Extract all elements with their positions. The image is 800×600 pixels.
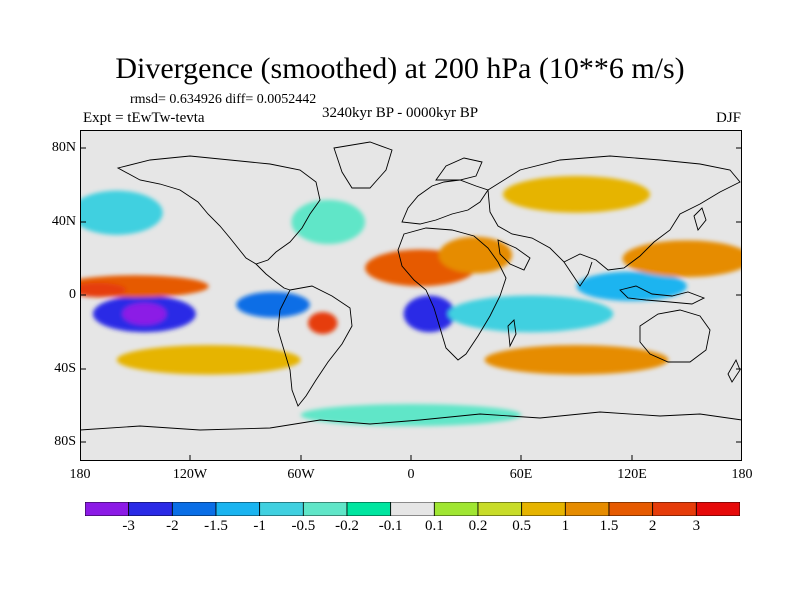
- coastline-australia: [639, 309, 711, 363]
- legend-swatch-4: [259, 502, 304, 516]
- field-central-pacific-low-core: [122, 302, 167, 325]
- legend-swatch-13: [652, 502, 697, 516]
- map-title: Divergence (smoothed) at 200 hPa (10**6 …: [115, 52, 685, 85]
- lon-label-60w: 60W: [287, 467, 315, 482]
- lat-label-0: 0: [69, 287, 76, 302]
- coastline-asia: [487, 155, 741, 271]
- coastline-madagascar: [507, 319, 517, 348]
- coastline-europe: [401, 179, 489, 225]
- field-antarctic-low: [300, 403, 522, 427]
- field-maritime-continent-low: [576, 271, 687, 302]
- legend-swatch-14: [695, 502, 740, 516]
- legend-label: 0.2: [468, 518, 488, 534]
- legend-label: -1.5: [204, 518, 228, 534]
- coastline-india: [563, 261, 593, 287]
- map-ticks: [80, 147, 742, 461]
- legend-label: 2: [648, 518, 657, 534]
- legend-swatch-2: [171, 502, 217, 516]
- legend-label: -1: [253, 518, 266, 534]
- lon-label-0: 0: [407, 467, 415, 482]
- color-legend: [85, 502, 740, 516]
- season-label: DJF: [715, 110, 741, 126]
- field-siberia-high: [502, 175, 651, 213]
- legend-swatch-8: [433, 502, 479, 516]
- coastline-north-america: [116, 155, 321, 265]
- field-eq-pacific-high-core: [80, 282, 126, 298]
- legend-swatch-9: [477, 502, 523, 516]
- field-southern-ocean-high: [116, 345, 301, 375]
- legend-swatch-1: [128, 502, 173, 516]
- stats-label: rmsd= 0.634926 diff= 0.0052442: [130, 92, 317, 107]
- legend-swatch-0: [85, 502, 130, 516]
- lat-label-40s: 40S: [54, 361, 76, 376]
- legend-swatch-11: [564, 502, 610, 516]
- coastline-south-america: [277, 285, 353, 407]
- coastline-arabia: [497, 239, 531, 271]
- legend-swatch-10: [521, 502, 566, 516]
- period-label: 3240kyr BP - 0000kyr BP: [322, 105, 479, 121]
- legend-label: -0.2: [335, 518, 359, 534]
- legend-swatch-3: [215, 502, 261, 516]
- legend-swatch-6: [346, 502, 392, 516]
- legend-swatch-7: [390, 502, 435, 516]
- lat-label-40n: 40N: [51, 214, 76, 229]
- field-arabian-high: [438, 236, 513, 274]
- lon-label-60e: 60E: [509, 467, 533, 482]
- field-indian-ocean-low: [447, 295, 614, 333]
- legend-label: -0.5: [291, 518, 316, 534]
- legend-label: 1: [561, 518, 570, 534]
- lat-label-80s: 80S: [54, 434, 76, 449]
- coastline-japan: [693, 207, 707, 231]
- legend-label: -0.1: [378, 518, 403, 534]
- legend-label: 0.1: [424, 518, 444, 534]
- divergence-field: [80, 175, 742, 427]
- field-north-atlantic-low: [291, 199, 366, 245]
- lon-label-120w: 120W: [172, 467, 208, 482]
- field-africa-low: [403, 295, 456, 333]
- lon-label-180w: 180: [69, 467, 91, 482]
- field-south-america-low: [236, 291, 310, 318]
- legend-label: -3: [122, 518, 135, 534]
- field-south-indian-high: [484, 345, 669, 375]
- map-canvas: [80, 130, 742, 461]
- legend-label: 0.5: [512, 518, 532, 534]
- coastline-new-zealand: [727, 358, 741, 383]
- lat-label-80n: 80N: [51, 140, 76, 155]
- coastline-africa: [397, 227, 507, 361]
- legend-label: 1.5: [599, 518, 619, 534]
- map-panel: [80, 130, 742, 461]
- lon-label-120e: 120E: [617, 467, 647, 482]
- coastline-greenland: [333, 141, 393, 189]
- coastline-antarctica: [80, 411, 742, 431]
- coastline-indonesia: [619, 285, 706, 305]
- field-amazon-high: [308, 312, 338, 335]
- field-north-pacific-low: [80, 190, 163, 235]
- coastline-central-america: [255, 263, 291, 291]
- legend-swatch-5: [302, 502, 348, 516]
- coastlines: [80, 141, 742, 431]
- coastline-scandinavia: [435, 157, 483, 181]
- field-western-pacific-high: [622, 240, 742, 278]
- legend-label: -2: [166, 518, 179, 534]
- legend-label: 3: [692, 518, 701, 534]
- experiment-label: Expt = tEwTw-tevta: [83, 110, 205, 126]
- legend-swatch-12: [608, 502, 654, 516]
- lon-label-180e: 180: [731, 467, 753, 482]
